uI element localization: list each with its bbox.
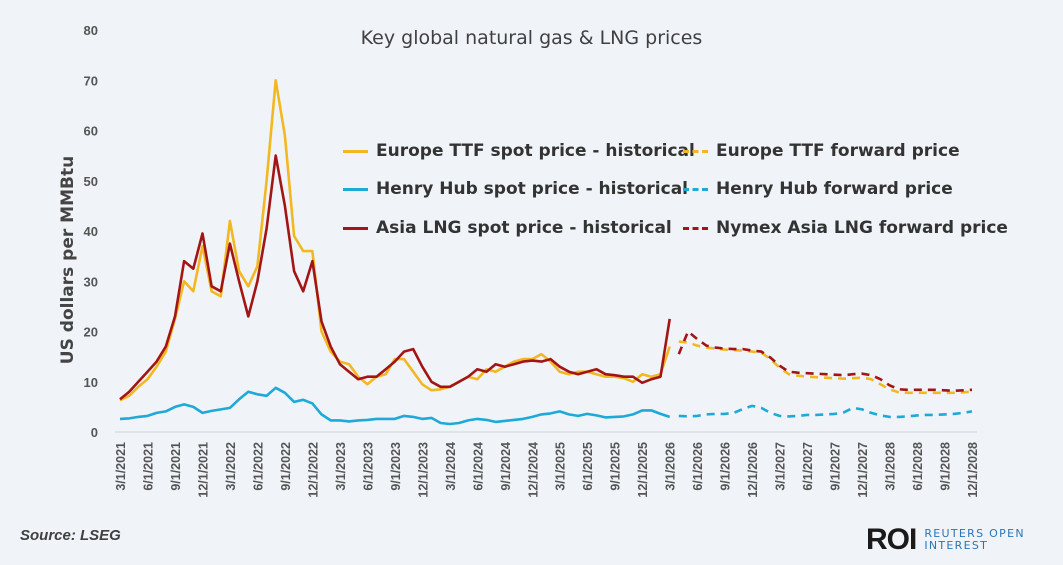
x-tick-label: 3/1/2027 xyxy=(774,442,788,491)
x-tick-label: 12/1/2023 xyxy=(416,442,430,498)
legend-swatch xyxy=(683,149,708,153)
x-tick-label: 12/1/2022 xyxy=(306,442,320,498)
x-tick-label: 6/1/2026 xyxy=(691,442,705,491)
x-tick-label: 9/1/2027 xyxy=(829,442,843,491)
x-tick-label: 9/1/2025 xyxy=(609,442,623,491)
legend-label: Henry Hub spot price - historical xyxy=(376,179,688,199)
x-tick-label: 12/1/2021 xyxy=(196,442,210,498)
legend-item-ttf-historical: Europe TTF spot price - historical xyxy=(343,141,695,161)
roi-logo: ROI REUTERS OPEN INTEREST xyxy=(866,523,1025,557)
x-tick-label: 6/1/2021 xyxy=(141,442,155,491)
y-tick-label: 30 xyxy=(84,274,98,289)
legend-swatch xyxy=(683,226,708,230)
y-tick-label: 0 xyxy=(91,425,98,440)
x-tick-label: 6/1/2027 xyxy=(801,442,815,491)
x-tick-label: 3/1/2025 xyxy=(554,442,568,491)
legend-swatch xyxy=(683,187,708,191)
series-line-3 xyxy=(678,340,973,395)
x-tick-label: 3/1/2023 xyxy=(334,442,348,491)
series-line-4 xyxy=(678,404,973,419)
x-tick-label: 6/1/2028 xyxy=(911,442,925,491)
y-tick-label: 20 xyxy=(84,325,98,340)
legend-swatch xyxy=(343,149,368,153)
legend-label: Henry Hub forward price xyxy=(716,179,953,199)
logo-line-1: REUTERS OPEN xyxy=(924,527,1025,540)
x-tick-label: 3/1/2024 xyxy=(444,442,458,491)
x-tick-label: 12/1/2024 xyxy=(526,442,540,498)
legend-item-asia-lng-historical: Asia LNG spot price - historical xyxy=(343,218,672,238)
legend-swatch xyxy=(343,187,368,191)
logo-line-2: INTEREST xyxy=(924,539,989,552)
legend-item-asia-lng-forward: Nymex Asia LNG forward price xyxy=(683,218,1008,238)
x-tick-label: 9/1/2028 xyxy=(939,442,953,491)
legend-item-henry-hub-historical: Henry Hub spot price - historical xyxy=(343,179,688,199)
x-tick-label: 3/1/2021 xyxy=(114,442,128,491)
y-tick-label: 10 xyxy=(84,375,98,390)
legend-item-ttf-forward: Europe TTF forward price xyxy=(683,141,960,161)
x-tick-label: 6/1/2022 xyxy=(251,442,265,491)
y-tick-label: 80 xyxy=(84,23,98,38)
legend-item-henry-hub-forward: Henry Hub forward price xyxy=(683,179,953,199)
x-tick-label: 12/1/2026 xyxy=(746,442,760,498)
source-note: Source: LSEG xyxy=(20,527,121,544)
x-tick-label: 6/1/2024 xyxy=(471,442,485,491)
logo-mark: ROI xyxy=(866,523,917,556)
x-tick-label: 6/1/2023 xyxy=(361,442,375,491)
x-tick-label: 9/1/2022 xyxy=(279,442,293,491)
x-tick-label: 12/1/2028 xyxy=(966,442,980,498)
x-tick-label: 12/1/2025 xyxy=(636,442,650,498)
x-tick-label: 9/1/2023 xyxy=(389,442,403,491)
x-tick-label: 3/1/2028 xyxy=(884,442,898,491)
y-tick-label: 40 xyxy=(84,224,98,239)
x-tick-label: 9/1/2024 xyxy=(499,442,513,491)
series-line-1 xyxy=(119,386,671,426)
y-tick-label: 70 xyxy=(84,73,98,88)
chart-title: Key global natural gas & LNG prices xyxy=(360,27,703,49)
y-axis-title: US dollars per MMBtu xyxy=(58,156,78,364)
legend-label: Asia LNG spot price - historical xyxy=(376,218,672,238)
x-tick-label: 12/1/2027 xyxy=(856,442,870,498)
y-tick-label: 60 xyxy=(84,124,98,139)
legend-label: Nymex Asia LNG forward price xyxy=(716,218,1008,238)
legend-label: Europe TTF forward price xyxy=(716,141,960,161)
series-line-5 xyxy=(677,330,973,393)
legend-swatch xyxy=(343,226,368,230)
x-tick-label: 3/1/2022 xyxy=(224,442,238,491)
x-tick-label: 9/1/2021 xyxy=(169,442,183,491)
series-line-2 xyxy=(119,154,671,401)
x-tick-label: 3/1/2026 xyxy=(664,442,678,491)
y-tick-label: 50 xyxy=(84,174,98,189)
x-tick-label: 6/1/2025 xyxy=(581,442,595,491)
x-tick-label: 9/1/2026 xyxy=(719,442,733,491)
legend-label: Europe TTF spot price - historical xyxy=(376,141,695,161)
logo-text: REUTERS OPEN INTEREST xyxy=(924,528,1025,552)
series-line-0 xyxy=(119,79,671,402)
